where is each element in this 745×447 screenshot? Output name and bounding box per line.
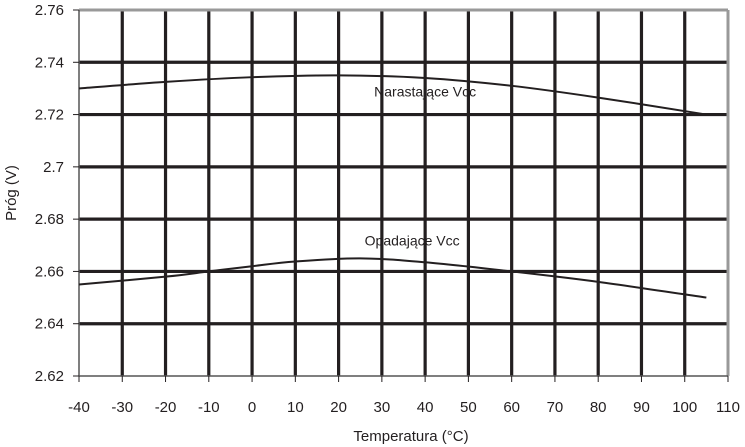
x-tick-label: 10 (287, 399, 304, 416)
y-tick-label: 2.66 (35, 263, 64, 280)
x-tick-label: -40 (68, 399, 90, 416)
x-tick-label: 30 (374, 399, 391, 416)
grid-lines (79, 10, 728, 376)
y-tick-label: 2.74 (35, 54, 64, 71)
x-tick-label: 90 (633, 399, 650, 416)
x-tick-label: 40 (417, 399, 434, 416)
x-tick-label: 110 (716, 399, 740, 416)
y-axis-title: Próg (V) (3, 165, 20, 221)
series-line-rising (78, 74, 707, 116)
annotation-falling: Opadające Vcc (365, 232, 460, 248)
x-tick-label: 100 (672, 399, 697, 416)
x-tick-label: -20 (155, 399, 177, 416)
y-tick-label: 2.64 (35, 316, 64, 333)
x-tick-label: 70 (547, 399, 564, 416)
x-tick-label: -10 (198, 399, 220, 416)
x-tick-label: 0 (248, 399, 256, 416)
y-tick-label: 2.62 (35, 368, 64, 385)
y-tick-label: 2.76 (35, 2, 64, 19)
series-line-falling (78, 257, 707, 299)
series-lines (78, 74, 707, 299)
y-tick-label: 2.7 (43, 159, 64, 176)
annotation-rising: Narastające Vcc (374, 83, 476, 99)
y-axis-ticks: 2.62 2.64 2.66 2.68 2.7 2.72 2.74 2.76 (35, 2, 79, 385)
plot-frame (78, 8, 730, 377)
x-tick-label: 60 (503, 399, 520, 416)
x-tick-label: 20 (330, 399, 347, 416)
x-axis-ticks: -40 -30 -20 -10 0 10 20 30 40 50 60 70 80 90 100 110 (68, 376, 740, 416)
y-tick-label: 2.72 (35, 107, 64, 124)
x-tick-label: 80 (590, 399, 607, 416)
x-tick-label: -30 (111, 399, 133, 416)
y-tick-label: 2.68 (35, 211, 64, 228)
x-axis-title: Temperatura (°C) (353, 428, 468, 445)
x-tick-label: 50 (460, 399, 477, 416)
